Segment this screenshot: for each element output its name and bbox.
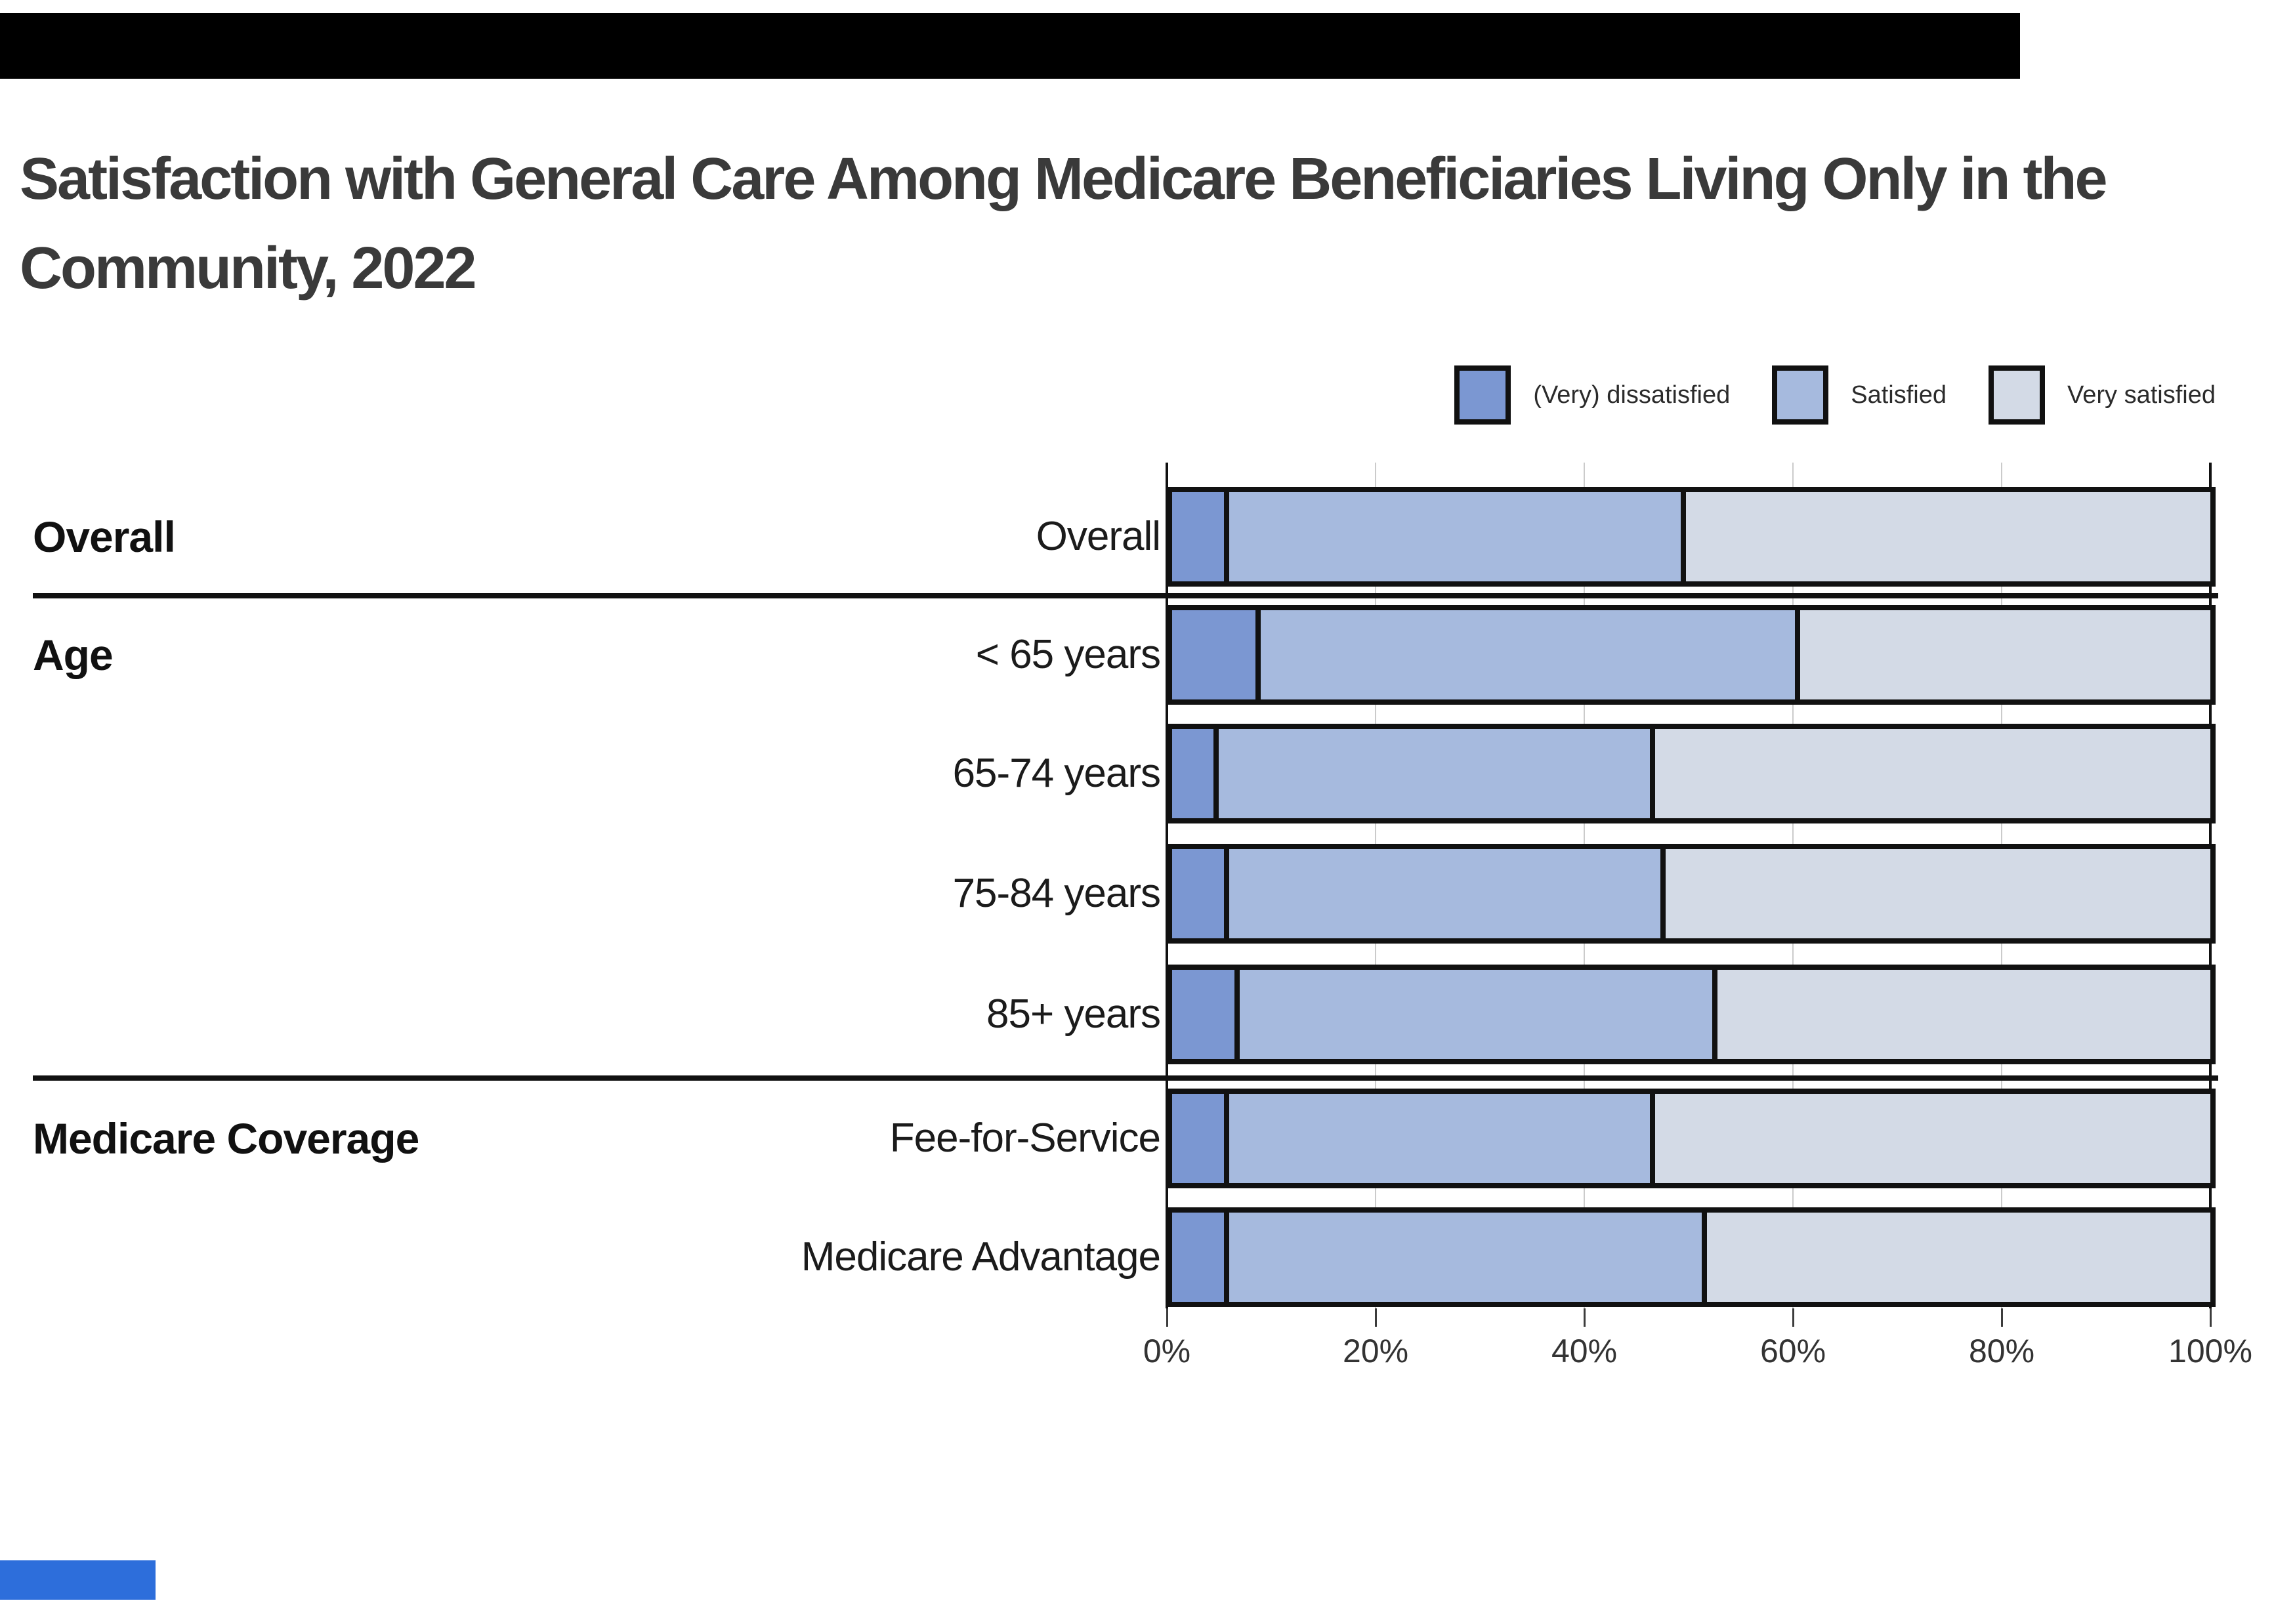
row-label: 75-84 years xyxy=(952,871,1161,916)
bar-segment-satisfied xyxy=(1224,1094,1650,1183)
x-tick-label: 100% xyxy=(2168,1333,2252,1369)
chart-title-line1: Satisfaction with General Care Among Med… xyxy=(20,146,2108,212)
chart-title: Satisfaction with General Care Among Med… xyxy=(20,135,2108,313)
bar-segment-dissatisfied xyxy=(1172,610,1255,699)
row-label: 85+ years xyxy=(986,991,1161,1037)
bar-segment-very-satisfied xyxy=(1795,610,2210,699)
bar-segment-satisfied xyxy=(1255,610,1796,699)
bar-segment-dissatisfied xyxy=(1172,729,1214,818)
bar-segment-very-satisfied xyxy=(1712,970,2210,1059)
x-tick-label: 80% xyxy=(1968,1333,2035,1369)
bar-segment-satisfied xyxy=(1224,849,1660,938)
x-tick-label: 20% xyxy=(1342,1333,1409,1369)
bar-segment-satisfied xyxy=(1213,729,1650,818)
legend-label: Very satisfied xyxy=(2067,381,2216,409)
bar-segment-satisfied xyxy=(1234,970,1712,1059)
axis-tick xyxy=(2001,1308,2003,1327)
bar-row xyxy=(1167,844,2216,944)
bar-row xyxy=(1167,965,2216,1064)
section-label: Age xyxy=(33,631,114,679)
legend-label: Satisfied xyxy=(1851,381,1947,409)
legend-item: (Very) dissatisfied xyxy=(1454,365,1730,425)
legend-swatch-icon xyxy=(1454,365,1511,425)
x-tick-label: 0% xyxy=(1143,1333,1191,1369)
axis-tick xyxy=(1584,1308,1586,1327)
bar-segment-satisfied xyxy=(1224,492,1681,581)
bar-row xyxy=(1167,605,2216,705)
bar-row xyxy=(1167,724,2216,823)
axis-tick xyxy=(2210,1308,2212,1327)
row-label: 65-74 years xyxy=(952,751,1161,796)
section-divider-line xyxy=(33,1075,2218,1081)
section-label: Medicare Coverage xyxy=(33,1114,419,1163)
bar-segment-dissatisfied xyxy=(1172,1094,1225,1183)
legend-item: Very satisfied xyxy=(1989,365,2216,425)
bar-segment-very-satisfied xyxy=(1649,1094,2210,1183)
logo-bar xyxy=(0,1560,156,1600)
redacted-header-bar xyxy=(0,13,2020,79)
legend-label: (Very) dissatisfied xyxy=(1533,381,1731,409)
bar-row xyxy=(1167,1089,2216,1188)
bar-segment-dissatisfied xyxy=(1172,849,1225,938)
bar-segment-very-satisfied xyxy=(1649,729,2210,818)
axis-tick xyxy=(1166,1308,1168,1327)
section-divider-line xyxy=(33,593,2218,598)
bar-segment-satisfied xyxy=(1224,1213,1702,1302)
bar-segment-very-satisfied xyxy=(1701,1213,2210,1302)
row-label: Overall xyxy=(1036,514,1161,559)
bar-segment-very-satisfied xyxy=(1681,492,2210,581)
bar-row xyxy=(1167,1207,2216,1307)
x-tick-label: 40% xyxy=(1551,1333,1618,1369)
bar-segment-dissatisfied xyxy=(1172,1213,1225,1302)
axis-tick xyxy=(1375,1308,1377,1327)
legend-swatch-icon xyxy=(1772,365,1829,425)
row-label: < 65 years xyxy=(975,632,1161,677)
row-label: Fee-for-Service xyxy=(889,1115,1161,1161)
row-label: Medicare Advantage xyxy=(801,1234,1161,1280)
bar-segment-dissatisfied xyxy=(1172,492,1225,581)
axis-tick xyxy=(1792,1308,1794,1327)
section-label: Overall xyxy=(33,512,176,561)
legend: (Very) dissatisfied Satisfied Very satisfi… xyxy=(1454,365,2216,425)
bar-segment-very-satisfied xyxy=(1660,849,2210,938)
bar-segment-dissatisfied xyxy=(1172,970,1234,1059)
bar-row xyxy=(1167,487,2216,587)
legend-item: Satisfied xyxy=(1772,365,1947,425)
legend-swatch-icon xyxy=(1989,365,2045,425)
x-tick-label: 60% xyxy=(1759,1333,1826,1369)
chart-title-line2: Community, 2022 xyxy=(20,236,477,301)
